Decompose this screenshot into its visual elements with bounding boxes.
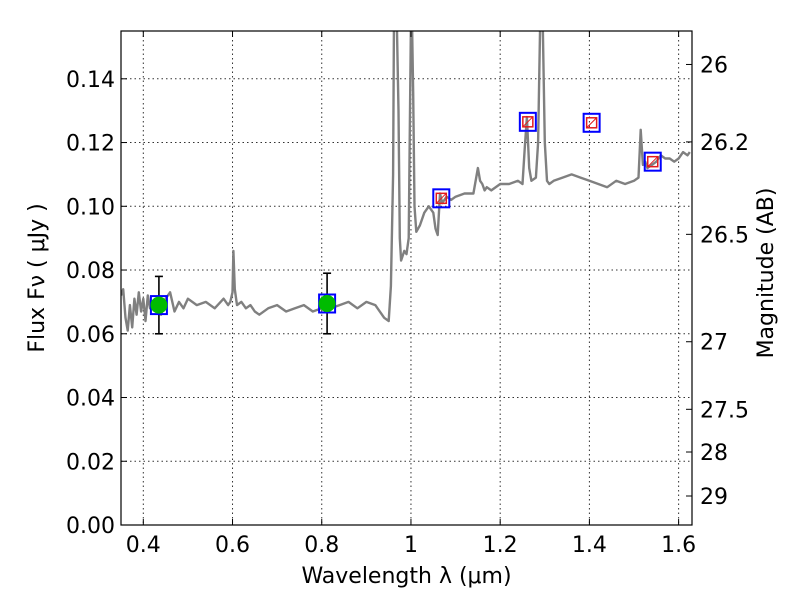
upper-limit-marker [646,155,659,168]
right-tick-label: 26 [700,53,728,78]
model-box-marker [643,151,662,172]
x-tick-label: 1 [404,533,418,558]
upper-limit-marker [435,192,448,205]
upper-limit-slash [435,192,447,204]
x-tick-label: 0.8 [304,533,339,558]
grid-lines [121,31,692,526]
plot-frame [120,30,693,526]
upper-limit-slash [586,117,597,129]
model-box-marker [432,188,451,209]
detection-point [318,294,336,312]
upper-limit-marker [522,116,534,128]
y-tick-label: 0.14 [66,68,115,93]
upper-limit-slash [522,116,534,128]
right-tick-label: 26.2 [700,131,749,156]
y-tick-label: 0.06 [66,323,115,348]
upper-limit-marker [585,117,598,129]
right-tick-label: 29 [700,485,728,510]
y-axis-label: Flux Fν ( μJy ) [25,203,50,352]
x-axis-label: Wavelength λ (μm) [301,564,511,589]
upper-limit-slash [647,156,659,168]
data-points [150,116,659,314]
detection-point [150,296,168,314]
y-tick-label: 0.00 [66,514,115,539]
right-axis-label: Magnitude (AB) [754,188,779,359]
x-tick-label: 1.6 [661,533,696,558]
y-tick-label: 0.12 [66,132,115,157]
x-tick-label: 1.4 [572,533,607,558]
model-box-marker [518,111,537,132]
spectrum-series [121,31,691,332]
right-tick-label: 27.5 [700,398,749,423]
model-box-marker [582,112,601,133]
y-tick-label: 0.08 [66,259,115,284]
x-tick-label: 0.4 [126,533,161,558]
x-tick-label: 0.6 [215,533,250,558]
y-tick-label: 0.04 [66,387,115,412]
axis-ticks: 0.4 0.6 0.8 1 1.2 1.4 1.6 0.00 0.02 0.04 0.06 0.08 0… [66,31,749,558]
right-tick-label: 26.5 [700,223,749,248]
right-tick-label: 28 [700,441,728,466]
y-tick-label: 0.02 [66,450,115,475]
y-tick-label: 0.10 [66,195,115,220]
x-tick-label: 1.2 [483,533,518,558]
right-tick-label: 27 [700,331,728,356]
spectrum-line [121,31,691,332]
